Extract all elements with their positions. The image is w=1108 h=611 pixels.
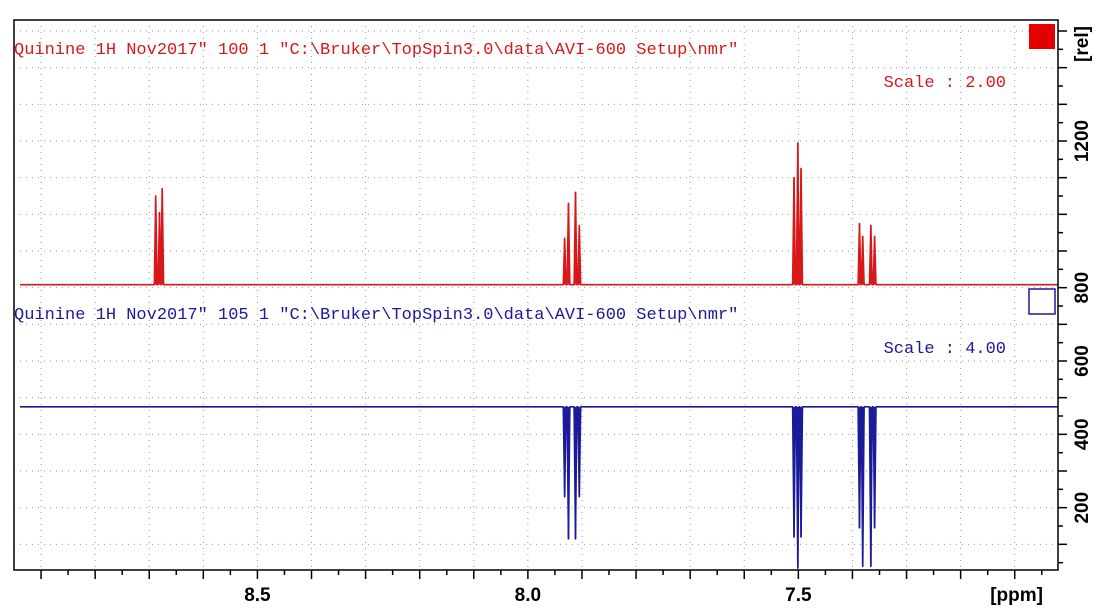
spectra <box>20 142 1058 569</box>
spectrum-2-scale-label: Scale : 4.00 <box>884 340 1006 359</box>
x-tick-label: 8.0 <box>515 585 541 606</box>
spectrum-2-header: Quinine 1H Nov2017" 105 1 "C:\Bruker\Top… <box>14 306 738 325</box>
spectrum-2-color-marker[interactable] <box>1028 288 1056 315</box>
plot-frame <box>13 19 1059 571</box>
x-tick-label: 7.5 <box>785 585 812 606</box>
spectrum-1-trace <box>20 142 1058 286</box>
x-axis-unit-label: [ppm] <box>990 585 1043 606</box>
y-tick-label: 400 <box>1072 418 1093 450</box>
x-tick-label: 8.5 <box>244 585 271 606</box>
grid <box>14 20 1058 570</box>
y-tick-label: 200 <box>1072 492 1093 524</box>
y-tick-label: 1200 <box>1072 120 1093 162</box>
y-axis-unit-label: [rel] <box>1072 26 1093 62</box>
y-tick-label: 800 <box>1072 272 1093 304</box>
spectrum-1-color-marker[interactable] <box>1029 24 1055 49</box>
spectrum-2-trace <box>20 406 1058 569</box>
y-axis: 200 400 600 800 1200 <box>1058 30 1093 564</box>
x-axis: 8.5 8.0 7.5 <box>40 570 1043 606</box>
spectrum-1-scale-label: Scale : 2.00 <box>884 74 1006 93</box>
spectrum-1-header: Quinine 1H Nov2017" 100 1 "C:\Bruker\Top… <box>14 41 738 60</box>
y-tick-label: 600 <box>1072 345 1093 377</box>
